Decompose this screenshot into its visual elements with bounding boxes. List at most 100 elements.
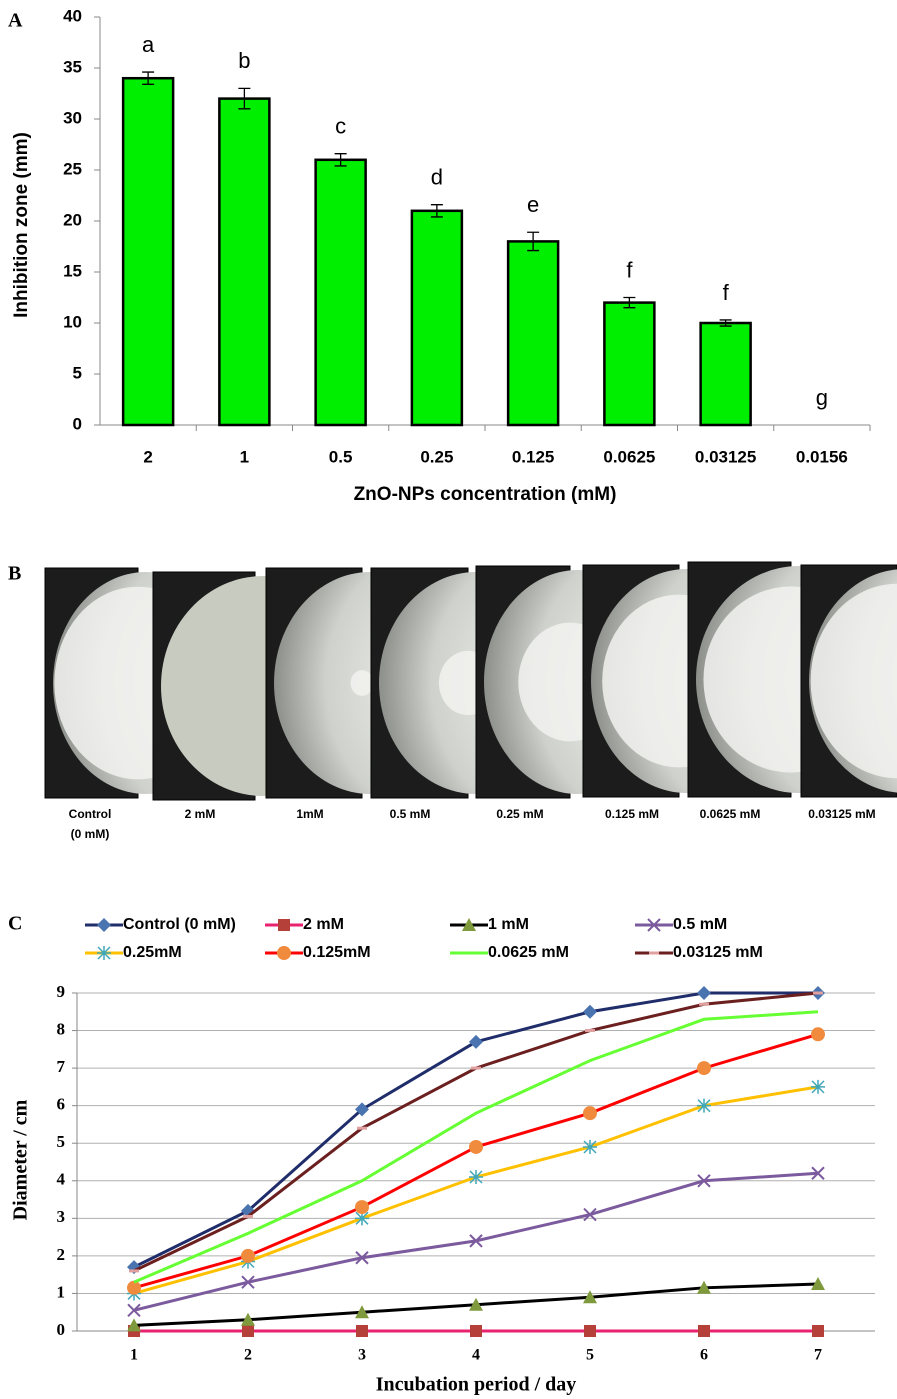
marker (243, 1215, 253, 1218)
series-line (134, 993, 818, 1271)
y-tick-label: 35 (63, 57, 82, 76)
bar (316, 160, 366, 425)
y-tick-label: 3 (57, 1207, 66, 1226)
legend-label: 2 mM (303, 916, 344, 933)
colony (350, 670, 373, 696)
x-tick-label: 6 (700, 1347, 708, 1364)
y-tick-label: 6 (57, 1095, 66, 1114)
x-tick-label: 0.03125 (695, 447, 756, 466)
annotation: a (142, 32, 155, 57)
marker (356, 1325, 368, 1337)
marker (242, 1325, 254, 1337)
x-tick-label: 7 (814, 1347, 822, 1364)
marker (241, 1249, 255, 1263)
y-tick-label: 20 (63, 210, 82, 229)
series-line (134, 1087, 818, 1294)
photo-label: 0.03125 mM (808, 807, 875, 821)
marker (471, 1067, 481, 1070)
panel-label: A (8, 10, 23, 32)
marker (649, 952, 659, 955)
marker (277, 946, 291, 960)
y-tick-label: 30 (63, 108, 82, 127)
y-tick-label: 2 (57, 1245, 66, 1264)
marker (698, 1325, 710, 1337)
photo-label: 0.25 mM (496, 807, 543, 821)
marker (697, 1099, 711, 1113)
y-axis-title: Inhibition zone (mm) (11, 132, 32, 318)
photo-label: (0 mM) (71, 827, 110, 841)
x-axis-title: Incubation period / day (376, 1374, 577, 1396)
marker (357, 1127, 367, 1130)
marker (469, 1140, 483, 1154)
y-tick-label: 25 (63, 159, 82, 178)
marker (97, 946, 111, 960)
y-tick-label: 0 (57, 1320, 66, 1339)
x-tick-label: 0.5 (329, 447, 353, 466)
annotation: b (238, 48, 250, 73)
photo-label: 0.125 mM (605, 807, 659, 821)
panel-label: C (8, 913, 22, 935)
photo-label: Control (69, 807, 112, 821)
series-line (134, 1034, 818, 1288)
legend-label: 0.125mM (303, 944, 371, 961)
photo-label: 0.5 mM (390, 807, 431, 821)
annotation: d (431, 164, 443, 189)
figure: A B C 05101520253035402a1b0.5c0.25d0.125… (0, 0, 897, 1399)
x-tick-label: 0.25 (420, 447, 453, 466)
y-tick-label: 5 (73, 363, 82, 382)
y-tick-label: 1 (57, 1282, 66, 1301)
marker (583, 1140, 597, 1154)
legend-label: Control (0 mM) (123, 916, 236, 933)
x-tick-label: 4 (472, 1347, 480, 1364)
marker (584, 1325, 596, 1337)
marker (355, 1200, 369, 1214)
marker (697, 1061, 711, 1075)
x-tick-label: 3 (358, 1347, 366, 1364)
marker (697, 986, 711, 1000)
photo-label: 1mM (296, 807, 323, 821)
legend-label: 0.5 mM (673, 916, 727, 933)
y-tick-label: 40 (63, 6, 82, 25)
marker (469, 1035, 483, 1049)
x-tick-label: 1 (240, 447, 249, 466)
x-tick-label: 0.0625 (603, 447, 655, 466)
y-tick-label: 7 (57, 1057, 66, 1076)
annotation: g (816, 385, 828, 410)
annotation: f (723, 280, 730, 305)
marker (129, 1269, 139, 1272)
x-tick-label: 2 (244, 1347, 252, 1364)
series-line (134, 993, 818, 1267)
marker (811, 1080, 825, 1094)
bar (508, 241, 558, 425)
x-tick-label: 0.0156 (796, 447, 848, 466)
y-tick-label: 10 (63, 312, 82, 331)
annotation: c (335, 113, 346, 138)
panel-label: B (8, 563, 21, 585)
marker (127, 1281, 141, 1295)
x-axis-title: ZnO-NPs concentration (mM) (354, 484, 617, 505)
marker (470, 1325, 482, 1337)
annotation: e (527, 192, 539, 217)
x-tick-label: 2 (143, 447, 152, 466)
marker (278, 919, 290, 931)
annotation: f (626, 257, 633, 282)
bar (604, 303, 654, 425)
y-tick-label: 4 (57, 1170, 66, 1189)
y-axis-title: Diameter / cm (10, 1099, 32, 1220)
y-tick-label: 5 (57, 1132, 66, 1151)
x-tick-label: 1 (130, 1347, 138, 1364)
marker (585, 1029, 595, 1032)
photo-label: 0.0625 mM (700, 807, 761, 821)
bar (412, 211, 462, 425)
y-tick-label: 0 (73, 414, 82, 433)
legend-label: 1 mM (488, 916, 529, 933)
marker (583, 1005, 597, 1019)
marker (812, 1325, 824, 1337)
marker (699, 1003, 709, 1006)
marker (583, 1106, 597, 1120)
x-tick-label: 5 (586, 1347, 594, 1364)
photo-label: 2 mM (185, 807, 216, 821)
bar (123, 78, 173, 425)
bar (219, 99, 269, 425)
bar (701, 323, 751, 425)
